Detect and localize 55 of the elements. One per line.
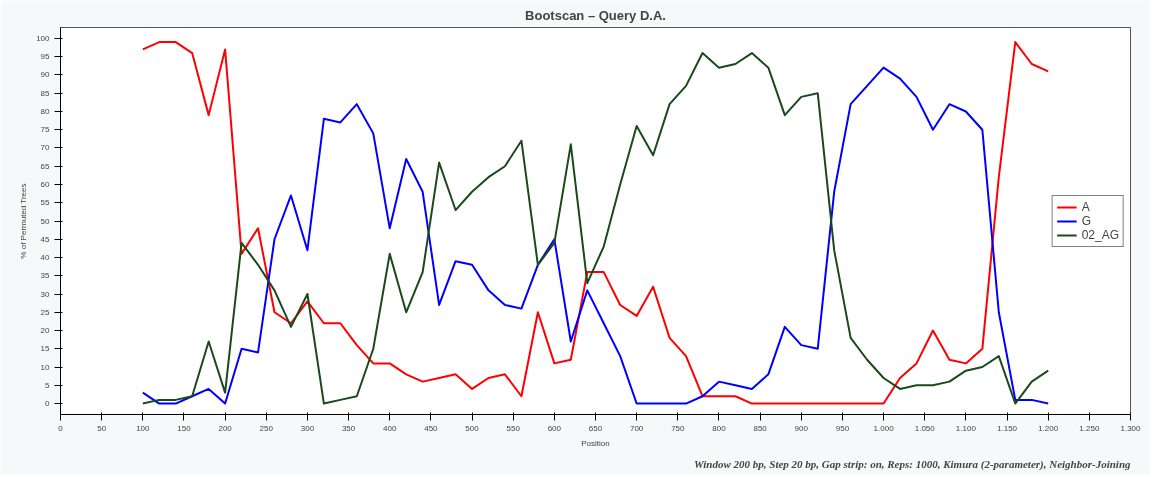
x-tick-label: 100: [136, 423, 151, 433]
legend-label: 02_AG: [1081, 227, 1119, 242]
y-tick-label: 10: [40, 362, 51, 372]
y-tick-label: 75: [40, 125, 51, 135]
x-tick-label: 1.150: [997, 423, 1018, 433]
x-tick-label: 750: [671, 423, 686, 433]
x-tick-label: 350: [341, 423, 356, 433]
chart-title: Bootscan – Query D.A.: [525, 7, 666, 23]
x-tick-label: 1.200: [1038, 423, 1059, 433]
legend-label: A: [1081, 199, 1091, 214]
y-tick-label: 15: [40, 344, 51, 354]
y-tick-label: 55: [40, 198, 51, 208]
x-tick-label: 1.250: [1079, 423, 1100, 433]
y-tick-label: 25: [40, 307, 51, 317]
y-tick-label: 60: [40, 179, 51, 189]
y-tick-label: 0: [45, 399, 51, 409]
x-tick-label: 450: [424, 423, 439, 433]
y-tick-label: 45: [40, 234, 51, 244]
y-tick-label: 95: [40, 52, 51, 62]
x-tick-label: 900: [794, 423, 809, 433]
x-tick-label: 650: [588, 423, 603, 433]
y-tick-label: 70: [40, 143, 51, 153]
text: Window 200 bp, Step 20 bp, Gap strip: on, Reps: 1000, Kimura (2-parameter), Neighbor-Joining: [693, 457, 1131, 471]
x-tick-label: 1.000: [873, 423, 895, 433]
x-tick-label: 550: [506, 423, 521, 433]
y-axis-title: % of Permuted Trees: [19, 183, 29, 259]
y-tick-label: 65: [40, 161, 51, 171]
x-axis-title: Position: [581, 438, 610, 448]
y-tick-label: 20: [40, 326, 51, 336]
x-tick-label: 850: [753, 423, 768, 433]
x-tick-label: 800: [712, 423, 727, 433]
x-tick-label: 1.100: [955, 423, 977, 433]
x-tick-label: 950: [835, 423, 850, 433]
y-tick-label: 85: [40, 88, 51, 98]
x-tick-label: 1.050: [914, 423, 936, 433]
y-tick-label: 80: [40, 106, 51, 116]
x-tick-label: 150: [177, 423, 192, 433]
x-tick-label: 200: [218, 423, 233, 433]
x-tick-label: 0: [58, 423, 64, 433]
x-tick-label: 250: [259, 423, 274, 433]
x-tick-label: 700: [629, 423, 644, 433]
y-tick-label: 35: [40, 271, 51, 281]
y-tick-label: 30: [40, 289, 51, 299]
x-tick-label: 600: [547, 423, 562, 433]
y-tick-label: 5: [45, 380, 51, 390]
x-tick-label: 500: [465, 423, 480, 433]
x-tick-label: 300: [300, 423, 315, 433]
y-tick-label: 100: [36, 33, 51, 43]
legend-label: G: [1081, 213, 1092, 228]
y-tick-label: 90: [40, 70, 51, 80]
y-tick-label: 40: [40, 253, 51, 263]
x-tick-label: 1.300: [1120, 423, 1142, 433]
x-tick-label: 50: [97, 423, 107, 433]
y-tick-label: 50: [40, 216, 51, 226]
x-tick-label: 400: [383, 423, 397, 433]
